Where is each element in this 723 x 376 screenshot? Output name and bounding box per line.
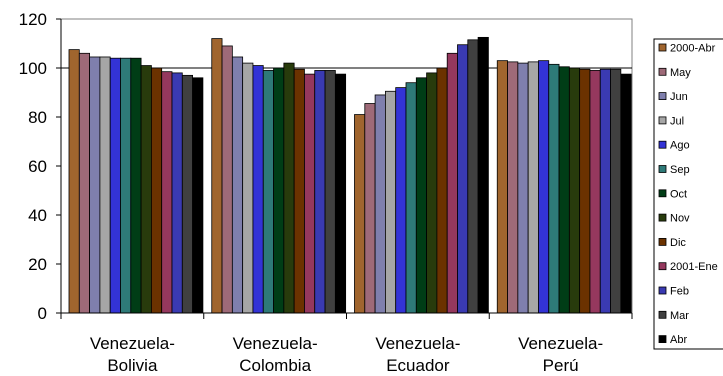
bar (538, 60, 550, 314)
bar (334, 73, 347, 314)
y-axis: 0 20 40 60 80 100 120 (19, 10, 62, 323)
bar (314, 70, 326, 314)
bar (252, 65, 264, 314)
x-axis: Venezuela-Bolivia Venezuela-Colombia Venez… (60, 312, 633, 375)
bar (446, 52, 458, 314)
bar (558, 66, 570, 314)
x-category-label: Venezuela-Colombia (233, 334, 318, 375)
bar (283, 62, 295, 314)
bar (467, 39, 479, 314)
legend-label: Nov (670, 213, 690, 225)
bar (507, 61, 519, 314)
legend-swatch (658, 43, 667, 52)
legend-swatch (658, 310, 667, 319)
legend-label: Feb (670, 286, 689, 298)
bar (120, 57, 132, 314)
bar (354, 114, 366, 314)
legend-label: Oct (670, 188, 687, 200)
bar (242, 62, 254, 314)
bar (211, 38, 223, 314)
legend-swatch (658, 116, 667, 125)
bar (68, 49, 80, 314)
bar (221, 45, 233, 314)
bar (457, 44, 469, 314)
bar (181, 74, 194, 314)
bar (384, 90, 397, 314)
bar (496, 60, 508, 314)
legend-swatch (658, 189, 667, 198)
y-tick-label: 20 (28, 255, 47, 274)
legend-label: 2000-Abr (670, 43, 716, 55)
legend-label: Jun (670, 91, 688, 103)
x-category-label: Venezuela-Perú (518, 334, 603, 375)
legend: 2000-Abr May Jun Jul Ago Sep Oct Nov Dic 2001-Ene… (653, 38, 723, 350)
x-category-label: Venezuela-Ecuador (375, 334, 460, 375)
bar (599, 68, 611, 314)
bar (477, 36, 489, 314)
bar (262, 70, 274, 314)
bar (99, 56, 111, 314)
bar (171, 72, 183, 314)
y-tick-label: 120 (19, 10, 47, 29)
x-category-label: Venezuela-Bolivia (90, 334, 175, 375)
bar (231, 56, 244, 314)
legend-label: May (670, 67, 691, 79)
bar (548, 63, 560, 314)
legend-swatch (658, 92, 667, 100)
legend-swatch (658, 262, 667, 271)
bar (140, 65, 152, 314)
bar (304, 73, 316, 314)
legend-label: Dic (670, 237, 686, 249)
bar (130, 57, 142, 314)
legend-swatch (658, 286, 667, 295)
bar (150, 67, 163, 314)
legend-swatch (658, 140, 667, 149)
legend-label: Abr (670, 334, 687, 346)
y-tick-label: 100 (19, 59, 47, 78)
bar (364, 103, 376, 314)
bar (395, 87, 407, 314)
legend-label: Sep (670, 164, 690, 176)
bar (78, 52, 91, 314)
bar (589, 70, 601, 314)
bar (436, 67, 448, 314)
y-tick-label: 40 (28, 206, 47, 225)
legend-label: Ago (670, 140, 690, 152)
bar (517, 62, 529, 314)
legend-swatch (658, 335, 667, 344)
bar (568, 67, 581, 314)
y-tick-label: 0 (38, 304, 47, 323)
y-tick-label: 80 (28, 108, 47, 127)
bar (324, 70, 336, 314)
legend-label: Mar (670, 310, 689, 322)
legend-swatch (658, 165, 667, 173)
bar (374, 94, 386, 314)
y-tick-label: 60 (28, 157, 47, 176)
bar (405, 82, 417, 314)
bar (89, 56, 101, 314)
legend-swatch (658, 67, 667, 76)
bar (109, 57, 121, 314)
bar (610, 68, 622, 314)
bar (579, 68, 591, 314)
bar (273, 67, 285, 314)
bar (293, 68, 305, 314)
bar (192, 77, 204, 314)
bar (161, 71, 173, 314)
legend-swatch (658, 213, 667, 222)
legend-swatch (658, 237, 667, 246)
bar (527, 61, 539, 314)
bar (426, 72, 438, 314)
legend-label: Jul (670, 115, 684, 127)
bar (415, 77, 427, 314)
bars (68, 36, 632, 314)
legend-label: 2001-Ene (670, 261, 718, 273)
bar (620, 73, 632, 314)
